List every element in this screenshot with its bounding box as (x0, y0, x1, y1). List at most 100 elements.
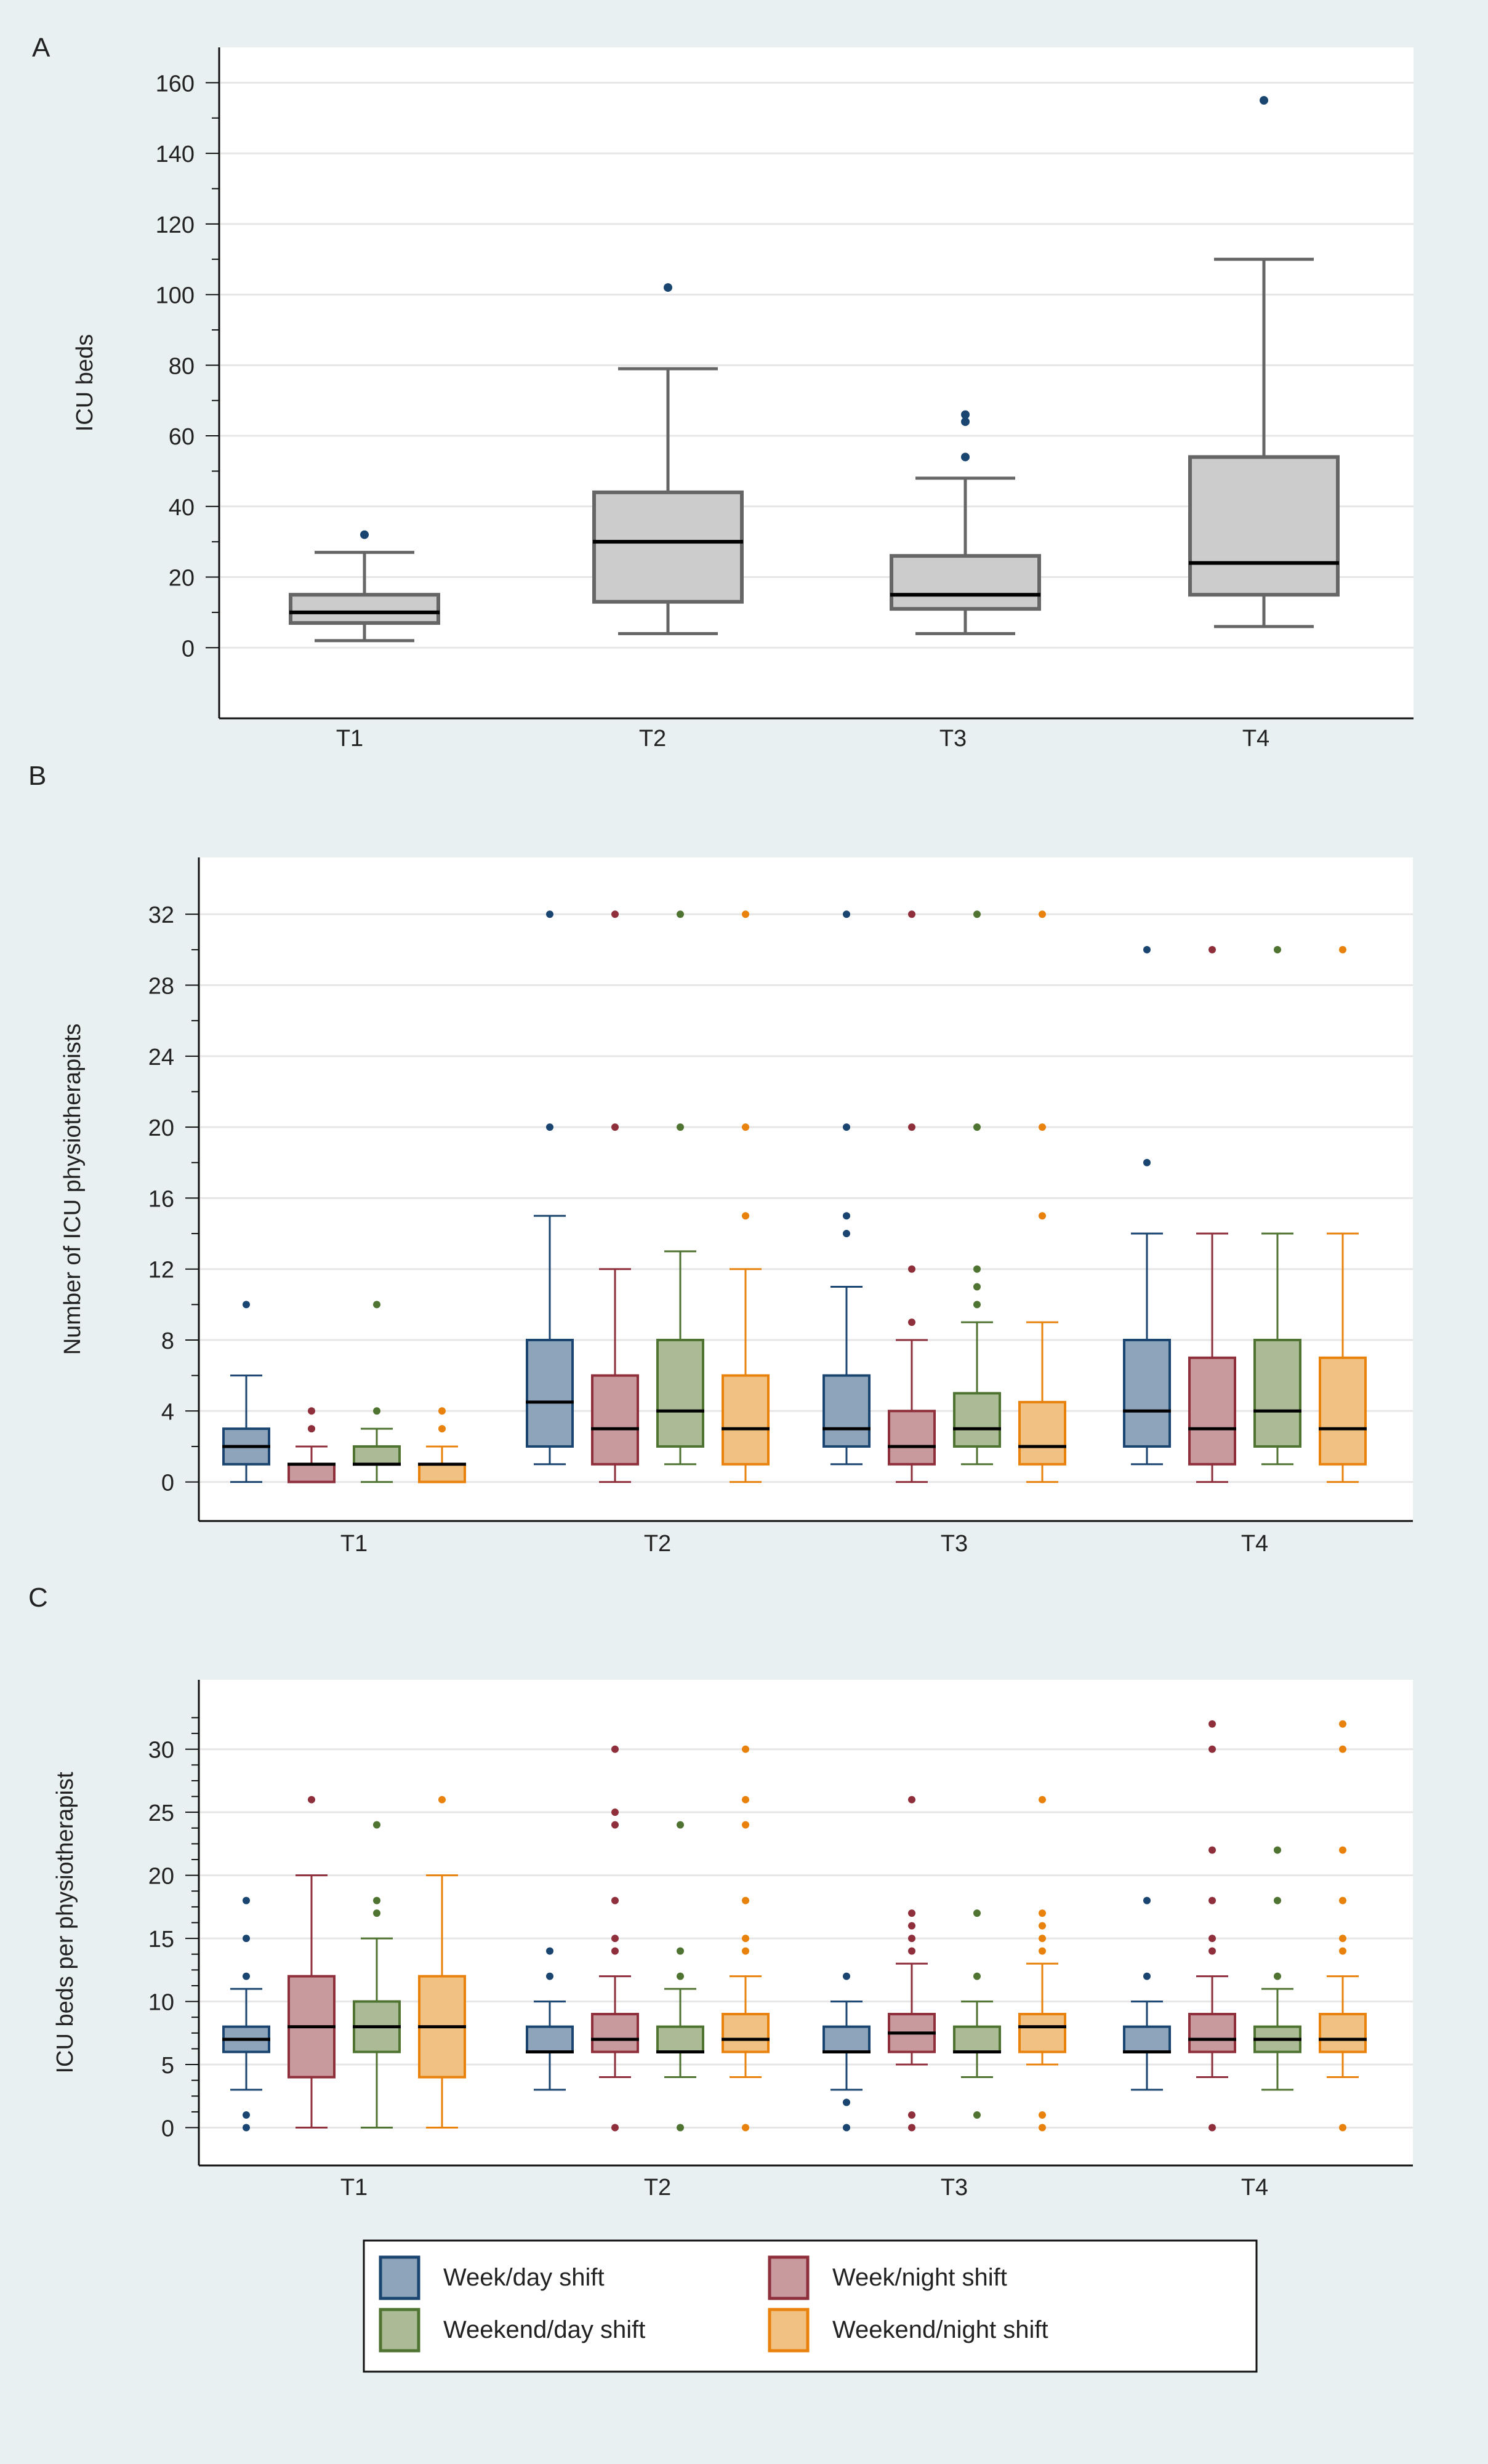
box-week-day-shift-t2 (526, 1947, 574, 2091)
outlier-point (438, 1425, 446, 1433)
y-tick-label: 16 (148, 1186, 174, 1212)
legend-box (363, 2239, 1258, 2373)
outlier-point (1143, 1158, 1151, 1166)
legend-item: Weekend/night shift (768, 2308, 1048, 2353)
outlier-point (611, 910, 619, 918)
legend: Week/day shift Week/night shift Weekend/da… (363, 2239, 1258, 2373)
outlier-point (243, 2111, 250, 2119)
y-tick-label: 4 (161, 1399, 174, 1425)
outlier-point (438, 1407, 446, 1415)
outlier-point (973, 1972, 981, 1980)
y-axis-title: ICU beds (72, 334, 98, 431)
outlier-point (742, 1745, 749, 1753)
outlier-point (243, 1972, 250, 1980)
outlier-point (908, 1909, 915, 1917)
outlier-point (243, 1896, 250, 1904)
outlier-point (1208, 1947, 1216, 1955)
outlier-point (677, 1972, 684, 1980)
x-tick-label: T3 (941, 2175, 968, 2201)
legend-label: Weekend/night shift (832, 2316, 1048, 2343)
outlier-point (1260, 96, 1268, 105)
legend-swatch (379, 2308, 420, 2353)
iqr-box (1018, 1400, 1066, 1466)
outlier-point (908, 1947, 915, 1955)
outlier-point (546, 1947, 553, 1955)
outlier-point (843, 2124, 850, 2132)
outlier-point (1274, 1846, 1281, 1854)
outlier-point (1274, 1972, 1281, 1980)
box-week-day-shift-t3 (822, 1972, 871, 2132)
outlier-point (1039, 1909, 1046, 1917)
y-tick-label: 8 (161, 1328, 174, 1354)
iqr-box (656, 1339, 704, 1448)
outlier-point (843, 1123, 850, 1131)
outlier-point (677, 1947, 684, 1955)
y-tick-label: 140 (156, 142, 195, 167)
x-tick-label: T4 (1242, 726, 1269, 752)
legend-label: Week/night shift (832, 2264, 1007, 2291)
panel-letter: A (32, 33, 50, 63)
box-weekend-night-shift-t4 (1319, 1720, 1367, 2132)
box-weekend-night-shift-t1 (418, 1407, 466, 1483)
outlier-point (1274, 1896, 1281, 1904)
outlier-point (961, 452, 970, 462)
outlier-point (742, 1123, 749, 1131)
outlier-point (742, 1947, 749, 1955)
x-tick-label: T4 (1241, 2175, 1268, 2201)
box-weekend-day-shift-t1 (353, 1821, 401, 2129)
x-tick-label: T4 (1241, 1531, 1268, 1557)
y-axis-title: Number of ICU physiotherapists (60, 1024, 86, 1355)
outlier-point (961, 417, 970, 427)
outlier-point (1208, 1935, 1216, 1943)
outlier-point (1039, 1922, 1046, 1930)
box-week-night-shift-t2 (591, 1745, 639, 2132)
outlier-point (908, 1935, 915, 1943)
box-week-night-shift-t2 (591, 910, 639, 1483)
x-tick-label: T2 (639, 726, 666, 752)
outlier-point (1208, 1896, 1216, 1904)
outlier-point (1339, 945, 1346, 953)
outlier-point (1039, 1796, 1046, 1804)
x-tick-label: T1 (336, 726, 363, 752)
outlier-point (308, 1407, 315, 1415)
outlier-point (1039, 910, 1046, 918)
outlier-point (1143, 1972, 1151, 1980)
outlier-point (664, 283, 672, 292)
box-week-night-shift-t3 (888, 1796, 936, 2132)
outlier-point (546, 910, 553, 918)
y-tick-label: 40 (169, 495, 195, 521)
iqr-box (592, 490, 744, 604)
panel-letter: B (28, 761, 46, 791)
outlier-point (1039, 2124, 1046, 2132)
box-week-night-shift-t1 (288, 1796, 336, 2129)
iqr-box (289, 593, 440, 625)
outlier-point (1339, 1745, 1346, 1753)
iqr-box (953, 2025, 1001, 2053)
panel-c: C 0 5 10 15 20 25 30 ICU beds per physiotherapis… (28, 1583, 1413, 2201)
outlier-point (973, 910, 981, 918)
outlier-point (908, 2111, 915, 2119)
outlier-point (1339, 1720, 1346, 1728)
iqr-box (1319, 2013, 1367, 2053)
outlier-point (677, 2124, 684, 2132)
panel-a: A 0 20 40 60 80 100 120 140 160 ICU beds T1 T2 T3 T4 (32, 33, 1414, 752)
outlier-point (546, 1972, 553, 1980)
outlier-point (677, 1123, 684, 1131)
iqr-box (353, 1445, 401, 1466)
outlier-point (742, 1821, 749, 1829)
box-week-day-shift-t1 (222, 1896, 270, 2132)
x-tick-label: T2 (644, 2175, 671, 2201)
box-week-day-shift-t3 (822, 910, 871, 1466)
outlier-point (908, 1265, 915, 1273)
plot-area (199, 1680, 1413, 2165)
y-tick-label: 100 (156, 283, 195, 309)
y-tick-label: 160 (156, 71, 195, 97)
outlier-point (611, 1896, 619, 1904)
iqr-box (288, 1463, 336, 1483)
outlier-point (243, 1935, 250, 1943)
y-tick-label: 20 (148, 1115, 174, 1141)
box-week-day-shift-t4 (1123, 945, 1171, 1466)
iqr-box (1188, 2013, 1236, 2053)
outlier-point (973, 1909, 981, 1917)
iqr-box (722, 2013, 770, 2053)
